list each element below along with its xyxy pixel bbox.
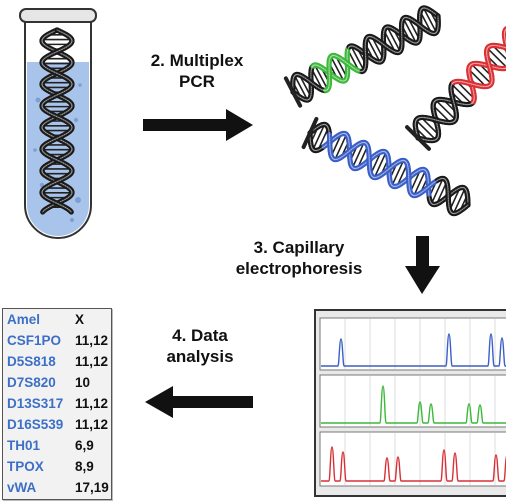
table-row: D7S820 10 — [7, 375, 90, 391]
arrow-left — [145, 386, 253, 418]
step-label-analysis-line2: analysis — [166, 347, 234, 366]
tube-rim — [19, 8, 97, 23]
dna-fragment-red — [405, 26, 506, 151]
allele-value: X — [75, 312, 85, 327]
allele-value: 11,12 — [75, 354, 109, 369]
trace-red — [321, 446, 506, 482]
locus-name: D13S317 — [7, 396, 64, 411]
allele-value: 11,12 — [75, 396, 109, 411]
electropherogram — [314, 309, 506, 497]
step-label-electrophoresis-line2: electrophoresis — [235, 259, 363, 278]
step-label-pcr-line2: PCR — [179, 72, 215, 91]
allele-value: 11,12 — [75, 333, 109, 348]
table-row: D5S818 11,12 — [7, 354, 108, 370]
allele-value: 10 — [75, 375, 91, 390]
step-label-electrophoresis-line1: 3. Capillary — [253, 238, 345, 257]
table-row: vWA 17,19 — [7, 480, 109, 496]
arrow-right — [143, 109, 253, 141]
tube-dna-helix — [39, 27, 75, 215]
allele-value: 8,9 — [75, 459, 94, 474]
locus-name: TPOX — [7, 459, 44, 474]
locus-name: Amel — [7, 312, 41, 327]
allele-value: 6,9 — [75, 438, 94, 453]
allele-value: 17,19 — [75, 480, 109, 495]
trace-green — [321, 385, 506, 424]
step-label-analysis: 4. Data analysis — [150, 325, 250, 367]
table-row: D13S317 11,12 — [7, 396, 108, 412]
locus-name: vWA — [7, 480, 37, 495]
table-row: CSF1PO 11,12 — [7, 333, 108, 349]
locus-name: TH01 — [7, 438, 41, 453]
step-label-electrophoresis: 3. Capillary electrophoresis — [215, 237, 383, 279]
str-profile-table: Amel X CSF1PO 11,12 D5S818 11,12 D7S820 10 D… — [2, 308, 112, 500]
dna-fragment-blue — [301, 116, 471, 217]
locus-name: D16S539 — [7, 417, 64, 432]
locus-name: D7S820 — [7, 375, 56, 390]
table-row: TH01 6,9 — [7, 438, 94, 454]
table-row: TPOX 8,9 — [7, 459, 94, 475]
step-label-pcr: 2. Multiplex PCR — [128, 50, 266, 92]
step-label-analysis-line1: 4. Data — [172, 326, 228, 345]
arrow-down — [405, 236, 440, 294]
locus-name: CSF1PO — [7, 333, 62, 348]
step-label-pcr-line1: 2. Multiplex — [150, 51, 244, 70]
allele-value: 11,12 — [75, 417, 109, 432]
dna-fragment-green — [283, 5, 441, 108]
trace-blue — [321, 333, 506, 367]
table-row: Amel X — [7, 312, 84, 328]
table-row: D16S539 11,12 — [7, 417, 108, 433]
locus-name: D5S818 — [7, 354, 56, 369]
